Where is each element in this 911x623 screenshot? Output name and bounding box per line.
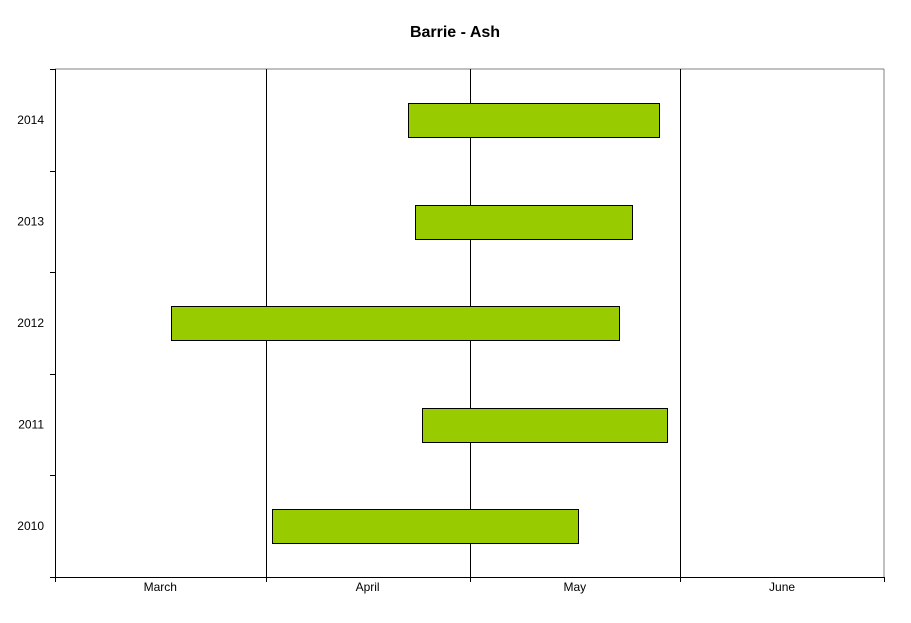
y-tick-label: 2011	[18, 418, 44, 432]
bar-2013	[415, 205, 633, 240]
bar-2014	[408, 103, 660, 138]
y-tick-label: 2010	[17, 519, 44, 533]
chart-title: Barrie - Ash	[410, 24, 500, 41]
bar-2012	[171, 306, 620, 341]
bar-2010	[272, 509, 579, 544]
bar-2011	[422, 408, 668, 443]
y-tick-label: 2013	[17, 214, 44, 228]
y-tick-label: 2014	[17, 113, 44, 127]
x-tick-label: May	[563, 580, 586, 594]
x-tick-label: April	[356, 580, 380, 594]
x-tick-label: June	[769, 580, 795, 594]
y-tick-label: 2012	[17, 316, 44, 330]
x-tick-label: March	[144, 580, 177, 594]
